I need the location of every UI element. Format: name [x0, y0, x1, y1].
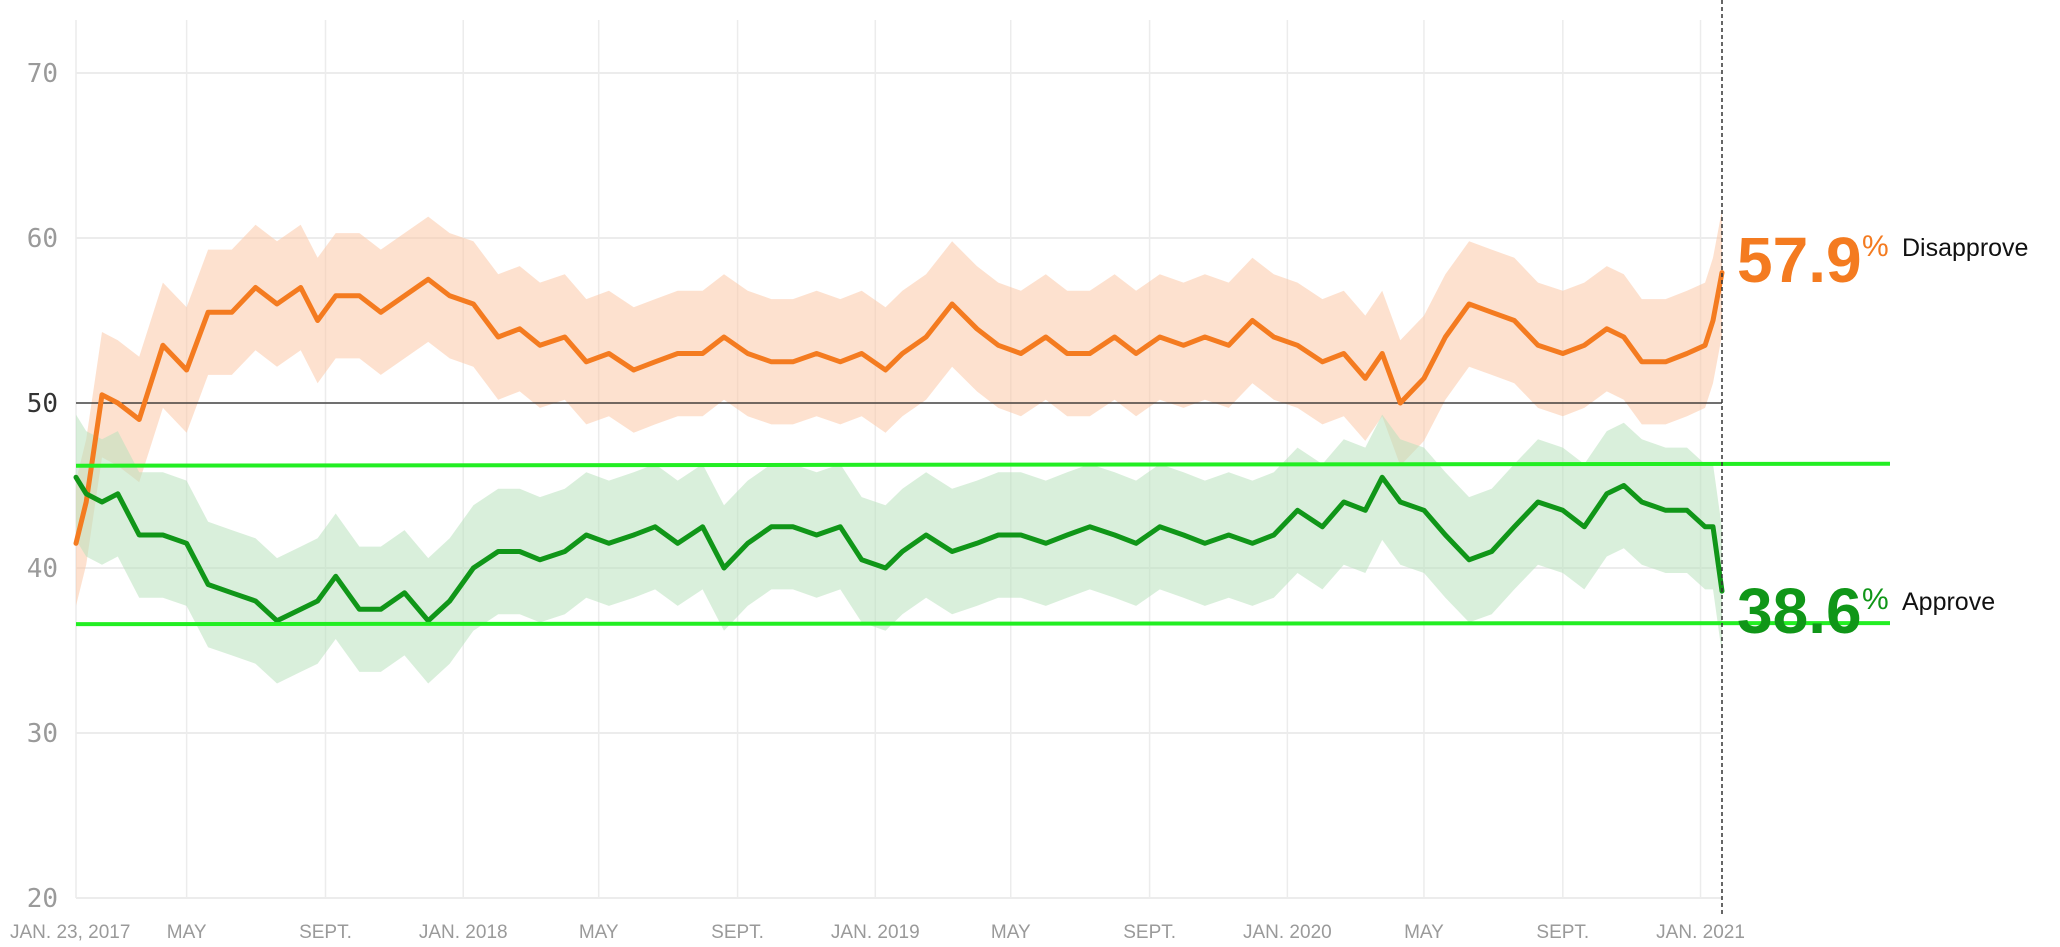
y-tick-label: 50 [27, 389, 58, 419]
approve-line [73, 474, 1725, 624]
disapprove-band [76, 210, 1722, 606]
approve-percent-sign: % [1862, 583, 1889, 616]
y-tick-label: 20 [27, 884, 58, 914]
axes: 20 30 40 50 60 70 JAN. 23, 2017 MAY SEPT. JAN. 20… [10, 59, 1745, 943]
x-tick-label: MAY [167, 922, 207, 942]
x-tick-label: JAN. 2018 [419, 922, 508, 942]
x-tick-label: SEPT. [1536, 922, 1589, 942]
x-tick-label: SEPT. [1123, 922, 1176, 942]
x-tick-label: MAY [579, 922, 619, 942]
disapprove-line [73, 270, 1725, 546]
x-tick-label: SEPT. [299, 922, 352, 942]
trend-lines [73, 0, 1891, 915]
disapprove-percent-sign: % [1862, 230, 1889, 263]
grid [75, 20, 1722, 899]
y-tick-label: 60 [27, 224, 58, 254]
highlight-line [75, 621, 1891, 627]
disapprove-label: Disapprove [1902, 234, 2028, 262]
x-tick-label: MAY [991, 922, 1031, 942]
y-tick-label: 70 [27, 59, 58, 89]
y-tick-label: 30 [27, 719, 58, 749]
x-tick-label: JAN. 2019 [831, 922, 920, 942]
approve-label: Approve [1902, 588, 1995, 616]
x-tick-label: JAN. 23, 2017 [10, 922, 130, 942]
confidence-bands [76, 210, 1722, 684]
disapprove-value: 57.9 [1737, 224, 1862, 296]
x-tick-label: SEPT. [711, 922, 764, 942]
approve-value: 38.6 [1737, 575, 1862, 647]
end-labels: 57.9 % Disapprove 38.6 % Approve [1737, 224, 2028, 647]
highlight-line [75, 461, 1891, 468]
y-tick-label: 40 [27, 554, 58, 584]
x-tick-label: MAY [1404, 922, 1444, 942]
x-tick-label: JAN. 2020 [1243, 922, 1332, 942]
x-tick-label: JAN. 2021 [1656, 922, 1745, 942]
approve-band [76, 414, 1722, 684]
